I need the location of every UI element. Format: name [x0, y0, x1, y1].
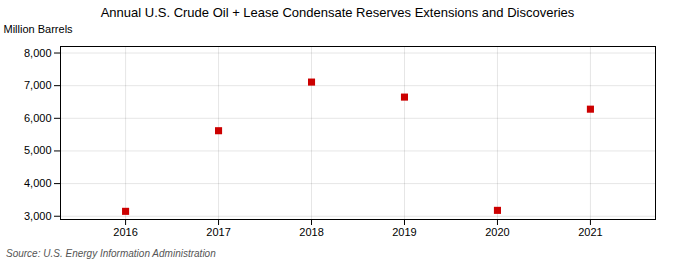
svg-text:Million Barrels: Million Barrels: [4, 23, 74, 35]
svg-text:8,000: 8,000: [24, 47, 52, 59]
svg-text:2019: 2019: [392, 226, 416, 238]
svg-text:7,000: 7,000: [24, 79, 52, 91]
svg-text:4,000: 4,000: [24, 177, 52, 189]
svg-text:2021: 2021: [578, 226, 602, 238]
html-text:Annual U.S. Crude Oil + Lease: Annual U.S. Crude Oil + Lease Condensate…: [100, 5, 575, 20]
svg-text:3,000: 3,000: [24, 210, 52, 222]
svg-text:2018: 2018: [299, 226, 323, 238]
svg-text:6,000: 6,000: [24, 112, 52, 124]
svg-text:2016: 2016: [113, 226, 137, 238]
svg-text:5,000: 5,000: [24, 144, 52, 156]
html-text:Source: U.S. Energy Informatio: Source: U.S. Energy Information Administ…: [6, 248, 216, 259]
svg-text:2017: 2017: [206, 226, 230, 238]
svg-text:2020: 2020: [485, 226, 509, 238]
